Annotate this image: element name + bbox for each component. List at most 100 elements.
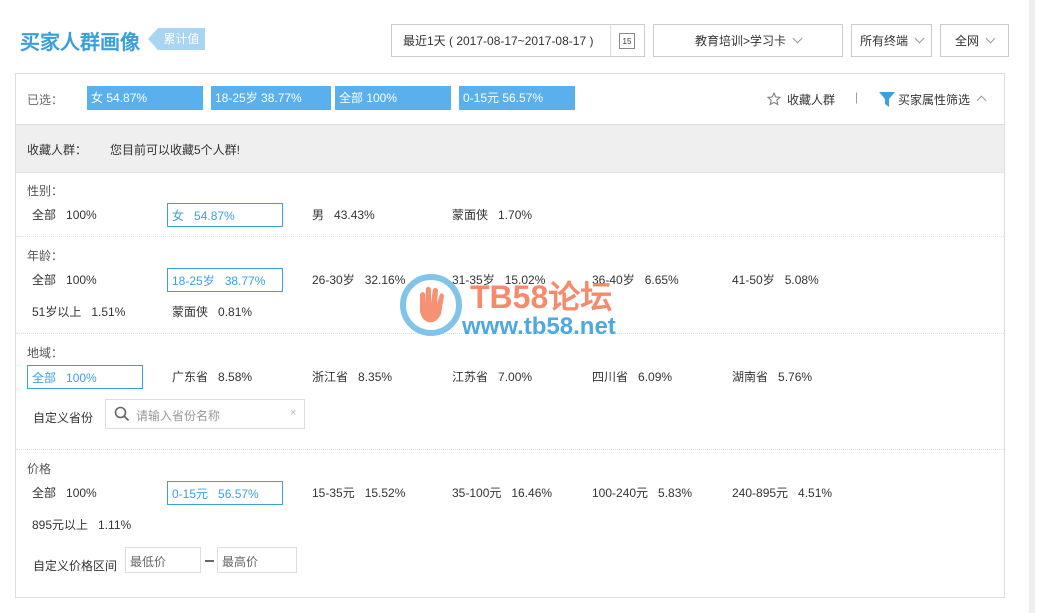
- filter-button[interactable]: 买家属性筛选: [898, 91, 987, 108]
- option-name: 蒙面侠: [172, 305, 209, 319]
- filter-option[interactable]: 36-40岁 6.65%: [592, 268, 679, 292]
- option-name: 240-895元: [732, 486, 789, 500]
- option-name: 全部: [32, 371, 57, 385]
- filter-option[interactable]: 蒙面侠 1.70%: [452, 203, 532, 227]
- section-divider: [16, 333, 1004, 334]
- option-value: 32.16%: [364, 273, 406, 287]
- star-icon: [767, 92, 781, 106]
- filter-option[interactable]: 全部 100%: [32, 203, 97, 227]
- badge-arrow: [148, 28, 158, 50]
- caret: [976, 95, 987, 106]
- option-value: 15.52%: [364, 486, 406, 500]
- favorite-button[interactable]: 收藏人群: [787, 93, 836, 107]
- option-name: 全部: [32, 208, 57, 222]
- option-name: 895元以上: [32, 518, 89, 532]
- category-select[interactable]: 教育培训>学习卡: [653, 24, 843, 57]
- watermark-brand: TB58论坛: [470, 279, 613, 315]
- terminal: 所有终端: [859, 34, 908, 48]
- selected-tag[interactable]: 0-15元 56.57%: [459, 86, 575, 110]
- option-value: 100%: [66, 273, 97, 287]
- range-dash: [205, 560, 214, 562]
- panel: [15, 73, 1005, 598]
- filter-option[interactable]: 41-50岁 5.08%: [732, 268, 819, 292]
- filter-option[interactable]: 15-35元 15.52%: [312, 481, 405, 505]
- option-value: 1.51%: [91, 305, 126, 319]
- logo-hand: [420, 286, 444, 323]
- filter-option[interactable]: 100-240元 5.83%: [592, 481, 692, 505]
- terminal-select[interactable]: 所有终端: [851, 24, 932, 57]
- filter-option[interactable]: 18-25岁 38.77%: [167, 268, 283, 292]
- section-title: 地域：: [27, 346, 64, 360]
- filter-option[interactable]: 240-895元 4.51%: [732, 481, 832, 505]
- logo-ring: [400, 274, 462, 336]
- selected-tag[interactable]: 18-25岁 38.77%: [211, 86, 331, 110]
- option-name: 51岁以上: [32, 305, 82, 319]
- option-name: 江苏省: [452, 370, 489, 384]
- filter-option[interactable]: 895元以上 1.11%: [32, 513, 131, 537]
- caret: [985, 33, 996, 44]
- option-name: 36-40岁: [592, 273, 635, 287]
- filter-option[interactable]: 全部 100%: [32, 268, 97, 292]
- star: [767, 92, 781, 106]
- filter-option[interactable]: 35-100元 16.46%: [452, 481, 552, 505]
- option-value: 5.08%: [784, 273, 819, 287]
- option-value: 0.81%: [218, 305, 253, 319]
- filter-option[interactable]: 0-15元 56.57%: [167, 481, 283, 505]
- option-value: 1.70%: [498, 208, 533, 222]
- filter-option[interactable]: 广东省 8.58%: [172, 365, 252, 389]
- filter-option[interactable]: 51岁以上 1.51%: [32, 300, 125, 324]
- filter-option[interactable]: 浙江省 8.35%: [312, 365, 392, 389]
- caret: [792, 33, 803, 44]
- option-name: 0-15元: [172, 487, 209, 501]
- divider: [610, 25, 611, 56]
- search-icon: [114, 406, 130, 422]
- option-value: 54.87%: [194, 209, 235, 223]
- option-name: 31-35岁: [452, 273, 495, 287]
- option-name: 18-25岁: [172, 274, 215, 288]
- network: 全网: [954, 34, 979, 48]
- page-title: 买家人群画像: [20, 32, 140, 54]
- option-value: 100%: [66, 208, 97, 222]
- option-name: 四川省: [592, 370, 629, 384]
- filter-option[interactable]: 全部 100%: [32, 481, 97, 505]
- option-value: 100%: [66, 371, 97, 385]
- custom-label: 自定义价格区间: [33, 559, 118, 573]
- filter-option[interactable]: 湖南省 5.76%: [732, 365, 812, 389]
- date-picker[interactable]: 最近1天 ( 2017-08-17~2017-08-17 ) 15: [391, 24, 645, 57]
- custom-input[interactable]: 请输入省份名称 ×: [105, 399, 305, 429]
- filter-option[interactable]: 江苏省 7.00%: [452, 365, 532, 389]
- max-input[interactable]: 最高价: [217, 547, 297, 573]
- option-name: 女: [172, 209, 185, 223]
- filter-option[interactable]: 女 54.87%: [167, 203, 283, 227]
- saved-label: 收藏人群：: [27, 143, 88, 157]
- input-placeholder: 最低价: [130, 555, 167, 569]
- input-placeholder: 请输入省份名称: [136, 409, 221, 423]
- option-value: 56.57%: [218, 487, 259, 501]
- funnel: [879, 92, 895, 107]
- calendar-icon: 15: [619, 33, 635, 49]
- filter-option[interactable]: 31-35岁 15.02%: [452, 268, 545, 292]
- filter-option[interactable]: 男 43.43%: [312, 203, 375, 227]
- filter-option[interactable]: 四川省 6.09%: [592, 365, 672, 389]
- option-name: 35-100元: [452, 486, 502, 500]
- option-name: 湖南省: [732, 370, 769, 384]
- option-value: 5.76%: [778, 370, 813, 384]
- network-select[interactable]: 全网: [940, 24, 1009, 57]
- selected-tag[interactable]: 全部 100%: [335, 86, 451, 110]
- filter-option[interactable]: 全部 100%: [27, 365, 143, 389]
- option-name: 全部: [32, 486, 57, 500]
- selected-tag[interactable]: 女 54.87%: [87, 86, 203, 110]
- date-range: 最近1天 ( 2017-08-17~2017-08-17 ): [403, 34, 594, 48]
- scrollbar: [1029, 0, 1035, 613]
- handle: [123, 415, 130, 422]
- filter-option[interactable]: 蒙面侠 0.81%: [172, 300, 252, 324]
- category: 教育培训>学习卡: [694, 34, 786, 48]
- badge: 累计值: [158, 28, 205, 50]
- watermark-url: www.tb58.net: [462, 313, 616, 340]
- option-name: 男: [312, 208, 325, 222]
- filter-option[interactable]: 26-30岁 32.16%: [312, 268, 405, 292]
- min-input[interactable]: 最低价: [125, 547, 201, 573]
- option-value: 8.35%: [358, 370, 393, 384]
- clear-icon[interactable]: ×: [290, 407, 297, 419]
